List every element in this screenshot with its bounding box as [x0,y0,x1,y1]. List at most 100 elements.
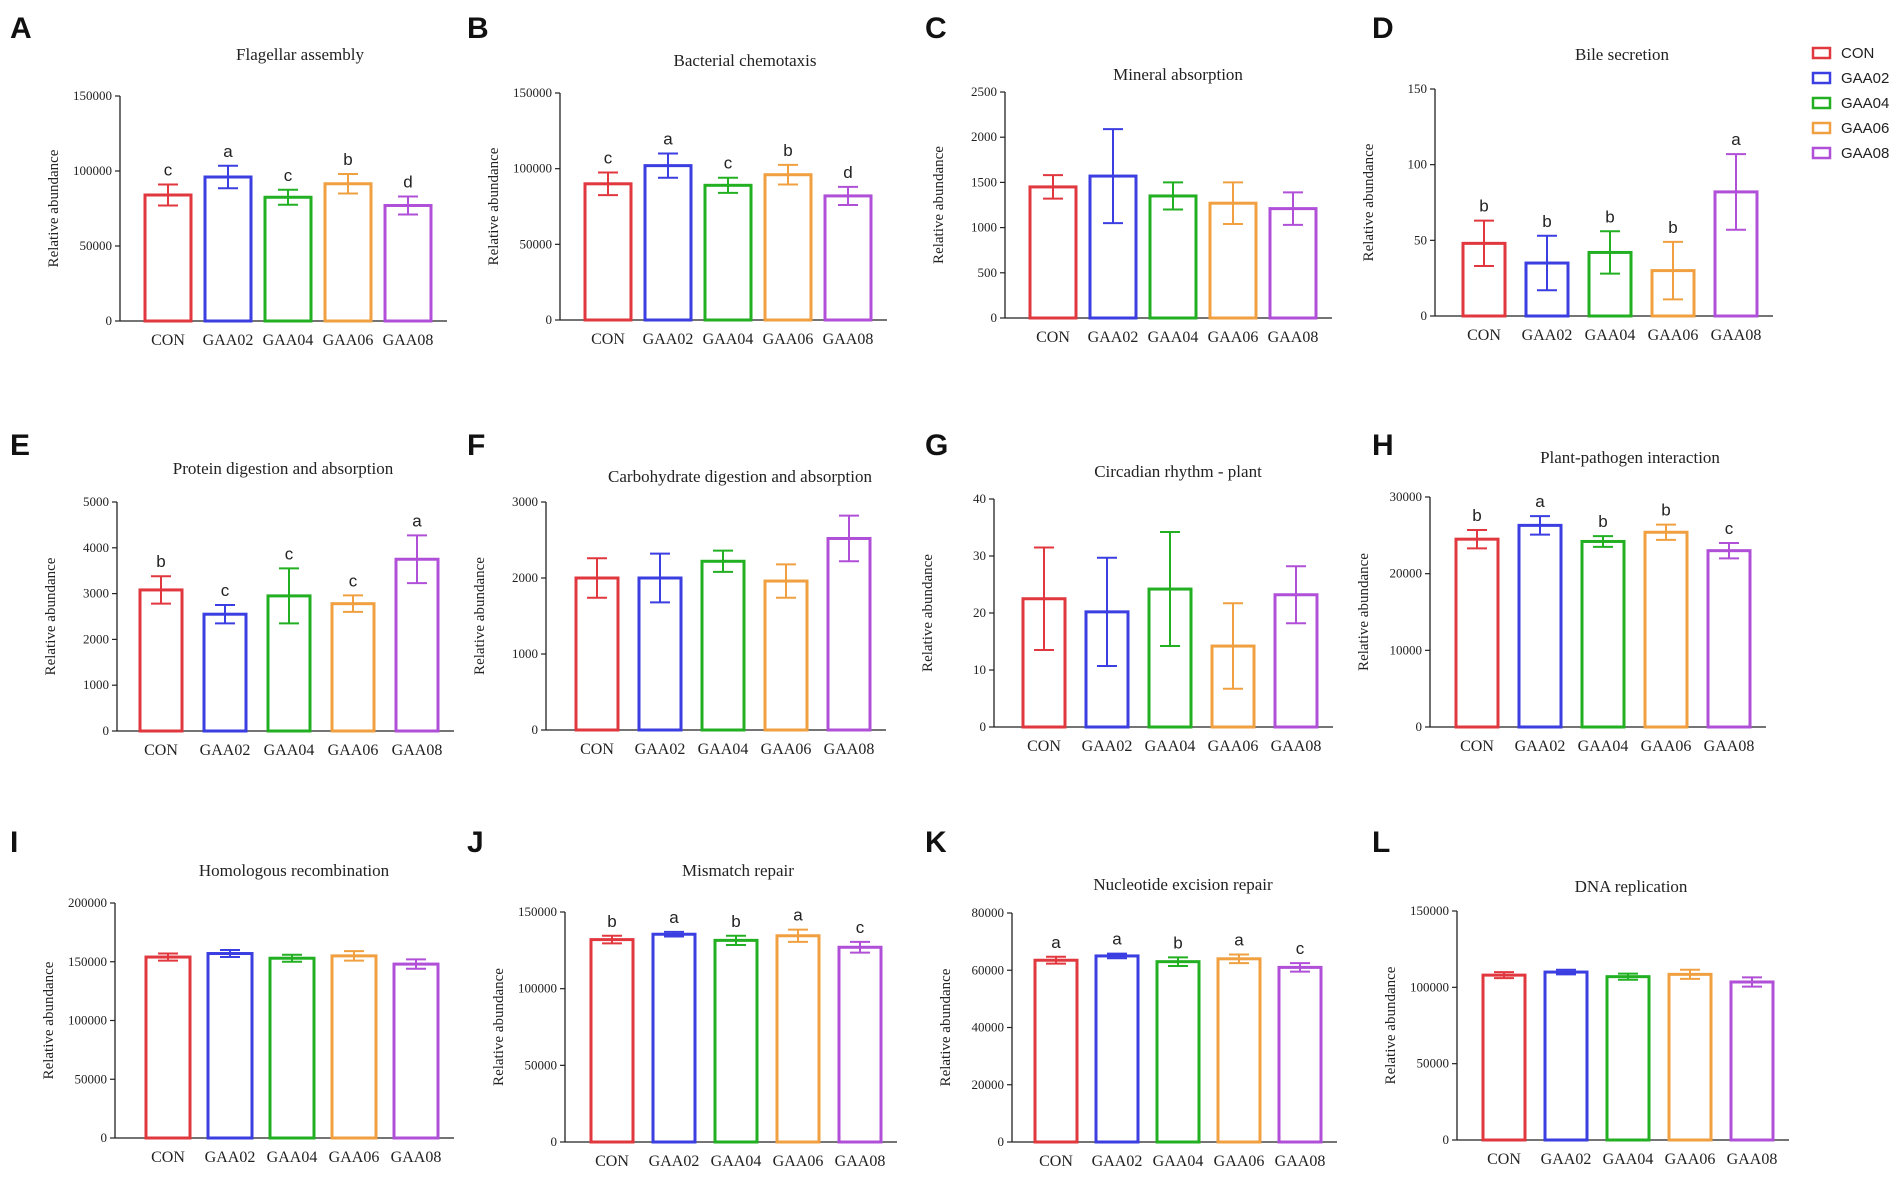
bar-gaa04 [1580,539,1626,729]
x-tick-label: GAA02 [1541,1151,1592,1168]
panel-b: B Bacterial chemotaxis Relative abundance 0… [467,12,887,348]
y-tick-label: 40000 [972,1020,1005,1035]
significance-label: b [343,150,352,169]
bar-gaa04 [713,938,759,1144]
x-tick-label: CON [580,741,614,758]
y-tick-label: 0 [532,722,539,737]
x-tick-label: CON [1487,1151,1521,1168]
x-tick-label: GAA04 [1153,1153,1204,1170]
x-tick-label: GAA02 [1515,738,1566,755]
y-tick-label: 50000 [525,1057,558,1072]
bar-gaa08 [1706,549,1752,729]
significance-label: b [1661,501,1670,520]
y-tick-label: 100000 [1410,979,1449,994]
y-tick-label: 100000 [68,1013,107,1028]
panel-title: Homologous recombination [199,861,390,880]
y-tick-label: 2000 [83,631,109,646]
y-axis-label: Relative abundance [1361,143,1377,261]
x-tick-label: GAA06 [1208,329,1259,346]
bar-gaa04 [1605,975,1651,1142]
x-tick-label: GAA02 [205,1149,256,1166]
y-tick-label: 20000 [972,1077,1005,1092]
bar-gaa06 [1667,972,1713,1142]
y-tick-label: 20 [973,605,986,620]
legend-label: GAA06 [1841,120,1889,137]
panel-c: C Mineral absorption Relative abundance 0 50… [925,12,1332,346]
bar-gaa02 [1094,954,1140,1144]
significance-label: b [1479,197,1488,216]
panel-letter: C [925,12,947,45]
x-tick-label: CON [144,742,178,759]
bar-gaa02 [206,952,254,1140]
x-tick-label: GAA08 [1271,738,1322,755]
panel-letter: J [467,826,484,859]
significance-label: d [403,173,412,192]
y-axis-label: Relative abundance [1356,553,1372,671]
x-tick-label: CON [1036,329,1070,346]
y-tick-label: 50000 [75,1071,108,1086]
x-tick-label: GAA08 [392,742,443,759]
significance-label: a [1051,933,1061,952]
bar-gaa08 [383,204,433,323]
panel-title: Protein digestion and absorption [173,459,394,478]
bar-gaa02 [643,164,693,322]
panel-title: Bile secretion [1575,45,1669,64]
bar-gaa04 [263,195,313,323]
y-tick-label: 3000 [512,494,538,509]
panel-title: Plant-pathogen interaction [1540,448,1720,467]
x-tick-label: CON [151,332,185,349]
x-tick-label: GAA08 [1275,1153,1326,1170]
legend-swatch-gaa08 [1811,146,1832,160]
significance-label: c [221,581,230,600]
y-axis-label: Relative abundance [46,149,62,267]
panel-letter: E [10,429,30,462]
x-tick-label: CON [591,331,625,348]
panel-j: J Mismatch repair Relative abundance 0 50000… [467,826,897,1170]
legend-label: GAA08 [1841,145,1889,162]
x-tick-label: CON [1467,327,1501,344]
significance-label: c [164,161,173,180]
panel-i: I Homologous recombination Relative abunda… [10,826,454,1166]
panel-l: L DNA replication Relative abundance 0 50000… [1372,826,1789,1168]
bar-gaa08 [826,536,872,732]
significance-label: c [856,918,865,937]
significance-label: b [1598,512,1607,531]
y-tick-label: 0 [998,1134,1005,1149]
x-tick-label: GAA08 [835,1153,886,1170]
y-tick-label: 20000 [1390,566,1423,581]
bar-gaa06 [763,173,813,322]
panels: A Flagellar assembly Relative abundance 0 50… [10,12,1789,1170]
y-tick-label: 2000 [512,570,538,585]
y-tick-label: 500 [978,265,998,280]
y-tick-label: 100000 [518,981,557,996]
x-tick-label: GAA04 [1603,1151,1654,1168]
bar-gaa08 [837,945,883,1144]
y-tick-label: 150000 [513,85,552,100]
x-tick-label: GAA02 [1082,738,1133,755]
y-tick-label: 100000 [73,163,112,178]
significance-label: b [1173,933,1182,952]
y-tick-label: 2500 [971,84,997,99]
bar-gaa06 [330,954,378,1140]
y-tick-label: 150000 [1410,903,1449,918]
significance-label: d [843,163,852,182]
x-tick-label: GAA08 [824,741,875,758]
bar-gaa02 [203,175,253,323]
bar-con [1454,537,1500,729]
y-tick-label: 0 [1421,308,1428,323]
y-tick-label: 10 [973,662,986,677]
x-tick-label: CON [595,1153,629,1170]
bar-con [1028,185,1078,320]
bar-gaa08 [394,557,440,733]
significance-label: a [1535,492,1545,511]
y-tick-label: 50000 [80,238,113,253]
legend-swatch-con [1811,46,1832,60]
significance-label: a [223,142,233,161]
bar-gaa08 [1729,980,1775,1142]
bar-gaa02 [651,932,697,1144]
significance-label: b [1668,218,1677,237]
bar-con [574,576,620,732]
x-tick-label: CON [1039,1153,1073,1170]
x-tick-label: GAA04 [1585,327,1636,344]
